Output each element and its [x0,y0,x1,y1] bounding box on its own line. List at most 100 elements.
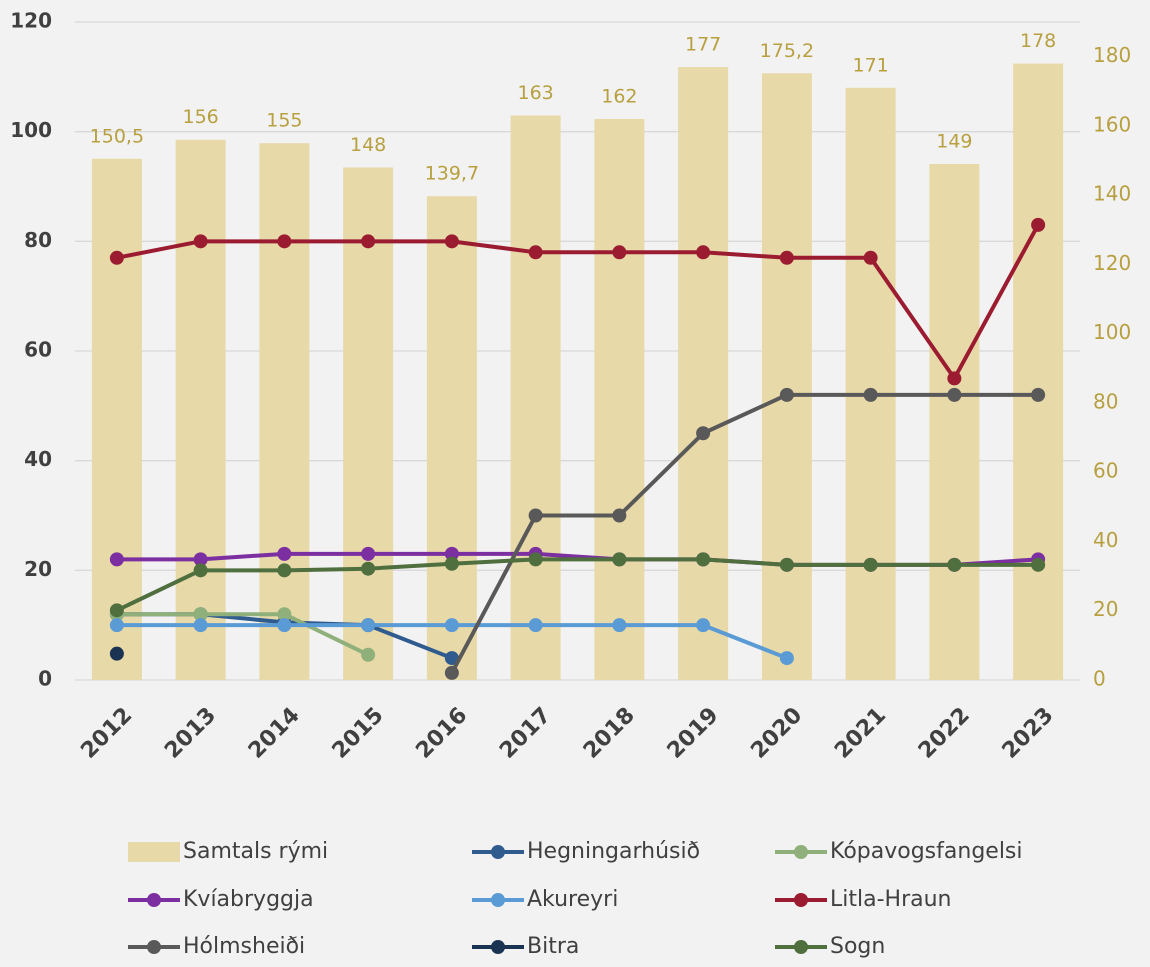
bar [426,196,477,680]
marker [193,563,208,578]
x-tick-label: 2019 [663,703,724,764]
legend-label: Litla-Hraun [830,887,951,912]
data-label: 162 [601,85,637,107]
data-label: 155 [266,110,302,132]
legend-label: Kópavogsfangelsi [830,839,1023,864]
bar [761,73,812,680]
legend-marker [491,940,505,954]
marker [1031,557,1046,572]
y2-tick-label: 20 [1093,597,1118,621]
data-label: 171 [852,54,888,76]
bar [259,143,310,681]
marker [361,561,376,576]
y-tick-label: 60 [24,338,52,362]
legend-label: Sogn [830,934,885,959]
marker [277,607,292,622]
legend-swatch [128,842,180,862]
line [116,557,1039,613]
line [116,612,369,657]
marker [696,245,711,260]
marker [612,508,627,523]
marker [612,245,627,260]
marker [444,651,459,666]
marker [612,618,627,633]
bar [929,163,980,680]
y2-tick-label: 60 [1093,459,1118,483]
y2-tick-label: 120 [1093,251,1131,275]
legend-label: Kvíabryggja [183,887,314,912]
legend-marker [794,940,808,954]
y2-tick-label: 100 [1093,320,1131,344]
y-tick-label: 100 [10,118,52,142]
marker [947,371,962,386]
data-label: 177 [685,34,721,56]
marker [277,546,292,561]
line [450,392,1039,674]
x-tick-label: 2020 [746,703,807,764]
marker [109,603,124,618]
legend-marker [147,893,161,907]
marker [109,646,124,661]
data-label: 150,5 [90,125,144,147]
data-label: 148 [350,134,386,156]
bar [343,167,394,680]
marker [277,234,292,249]
y2-tick-label: 0 [1093,667,1106,691]
bar [678,67,729,680]
data-label: 149 [936,130,972,152]
marker [528,508,543,523]
legend-label: Hólmsheiði [183,934,305,959]
x-tick-label: 2017 [495,703,556,764]
legend-label: Samtals rými [183,839,328,864]
x-tick-label: 2018 [579,703,640,764]
y2-tick-label: 40 [1093,528,1118,552]
marker [444,234,459,249]
marker [528,618,543,633]
marker [193,607,208,622]
marker [361,618,376,633]
x-tick-label: 2015 [328,703,389,764]
marker [109,552,124,567]
data-label: 156 [182,106,218,128]
legend-marker [147,940,161,954]
line [116,223,1040,381]
data-label: 175,2 [760,40,814,62]
marker [1031,217,1046,232]
legend-marker [794,893,808,907]
data-label: 178 [1020,30,1056,52]
legend-marker [491,845,505,859]
y2-tick-label: 80 [1093,389,1118,413]
y-tick-label: 40 [24,447,52,471]
marker [361,647,376,662]
bar [845,87,896,681]
marker [444,546,459,561]
marker [696,618,711,633]
marker [779,651,794,666]
marker [361,546,376,561]
marker [277,563,292,578]
marker [779,250,794,265]
y2-tick-label: 140 [1093,182,1131,206]
marker [109,618,124,633]
marker [779,387,794,402]
marker [193,552,208,567]
marker [863,387,878,402]
marker [444,665,459,680]
x-tick-label: 2021 [830,703,891,764]
marker [863,557,878,572]
marker [444,618,459,633]
y2-tick-label: 160 [1093,112,1131,136]
x-tick-label: 2023 [998,703,1059,764]
legend-label: Akureyri [527,887,618,912]
marker [947,557,962,572]
bar [1013,63,1064,680]
marker [109,250,124,265]
y-tick-label: 80 [24,228,52,252]
marker [696,552,711,567]
marker [193,618,208,633]
marker [528,245,543,260]
marker [528,552,543,567]
y-tick-label: 0 [38,667,52,691]
